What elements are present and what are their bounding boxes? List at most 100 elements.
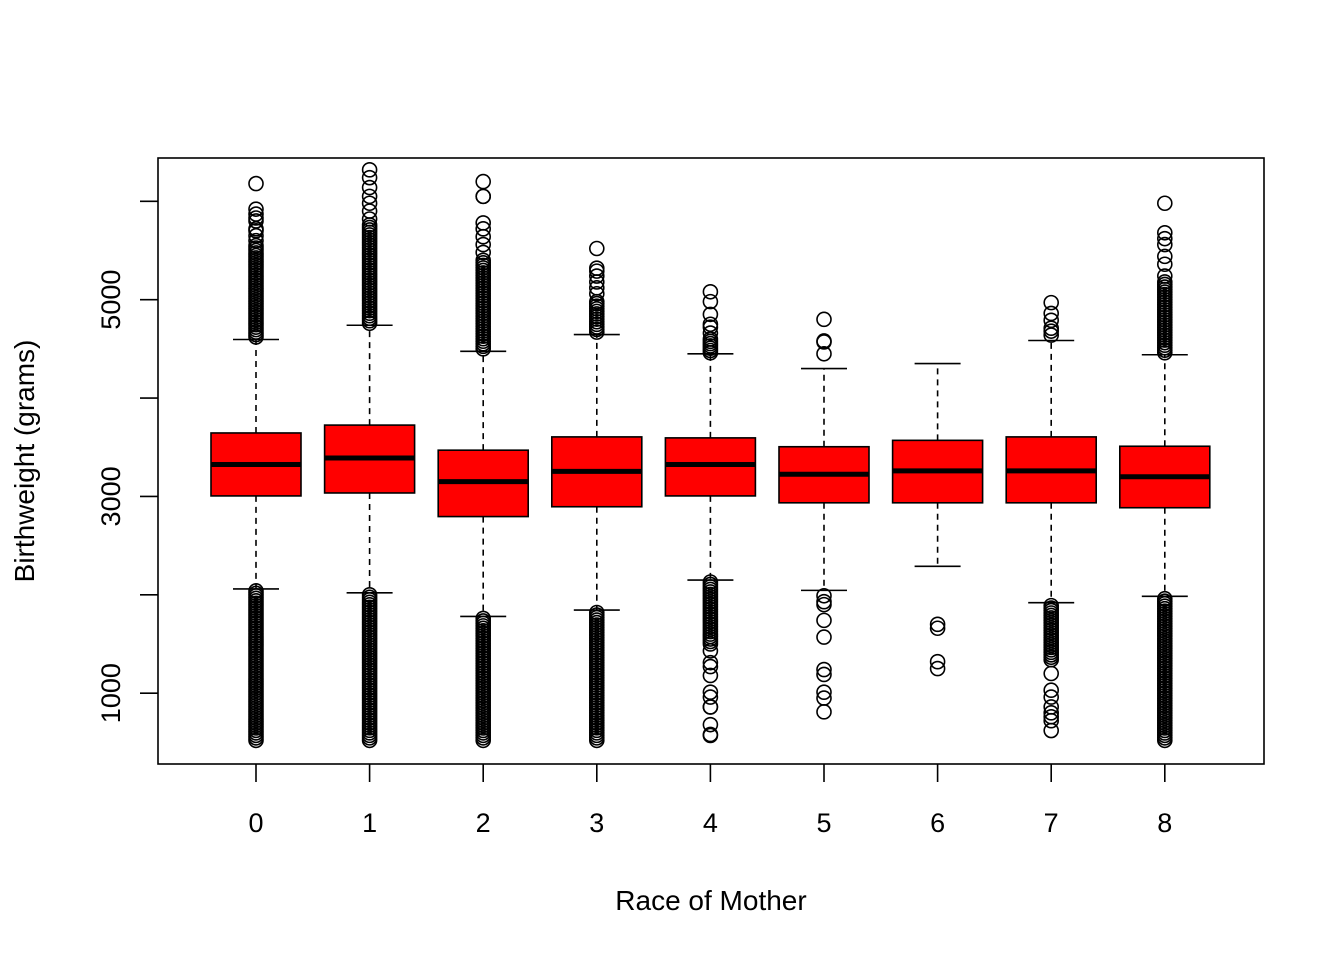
- outlier-point-5: [816, 704, 832, 720]
- x-tick-label-3: 3: [589, 808, 604, 838]
- outlier-point-7: [1043, 665, 1059, 682]
- outlier-point-5: [816, 629, 832, 645]
- outlier-point-3: [588, 268, 605, 284]
- outlier-point-4: [702, 316, 719, 333]
- outlier-point-4: [702, 643, 719, 659]
- outlier-point-5: [816, 666, 832, 683]
- outlier-point-5: [816, 684, 832, 700]
- outlier-point-2: [475, 244, 492, 261]
- outlier-point-3: [588, 280, 605, 296]
- box-group-1: [323, 162, 416, 749]
- x-tick-label-0: 0: [248, 808, 263, 838]
- outlier-point-6: [929, 616, 946, 633]
- outlier-point-5: [816, 661, 832, 678]
- outlier-high-1: [361, 315, 378, 332]
- outlier-point-8: [1157, 195, 1173, 212]
- outlier-point-2: [475, 215, 492, 231]
- box-group-2: [437, 173, 530, 749]
- outlier-point-5: [816, 311, 832, 328]
- x-axis: 0 1 2 3 4 5 6 7 8: [248, 764, 1172, 838]
- x-tick-label-1: 1: [362, 808, 377, 838]
- outlier-point-4: [702, 689, 719, 705]
- x-tick-label-8: 8: [1157, 808, 1172, 838]
- outlier-point-4: [702, 325, 719, 341]
- outlier-point-6: [929, 653, 946, 670]
- outlier-low-3: [588, 732, 605, 749]
- outlier-point-1: [361, 211, 378, 227]
- outlier-point-0: [248, 175, 264, 192]
- outlier-point-2: [475, 228, 492, 245]
- outlier-point-5: [816, 596, 832, 613]
- outlier-point-1: [361, 195, 378, 212]
- outlier-point-7: [1043, 722, 1059, 739]
- outlier-point-4: [702, 716, 719, 733]
- outlier-point-2: [475, 173, 492, 190]
- y-tick-label-1000: 1000: [96, 663, 126, 723]
- outlier-point-4: [702, 667, 719, 684]
- outlier-point-1: [361, 188, 378, 205]
- outlier-point-8: [1157, 224, 1173, 241]
- outlier-high-3: [588, 324, 605, 340]
- outlier-point-4: [702, 658, 719, 675]
- outlier-point-7: [1043, 294, 1059, 311]
- x-tick-label-6: 6: [930, 808, 945, 838]
- outlier-point-8: [1157, 248, 1173, 265]
- y-tick-label-5000: 5000: [96, 270, 126, 330]
- box-group-7: [1005, 294, 1098, 739]
- outlier-point-1: [361, 179, 378, 196]
- x-axis-title: Race of Mother: [615, 885, 806, 916]
- outlier-point-8: [1157, 236, 1173, 253]
- outlier-point-6: [929, 660, 946, 677]
- outlier-point-0: [248, 201, 264, 217]
- outlier-low-1: [361, 732, 378, 749]
- x-tick-label-2: 2: [476, 808, 491, 838]
- outlier-low-4: [702, 636, 719, 652]
- box-group-4: [664, 283, 757, 744]
- outlier-point-1: [361, 162, 378, 178]
- box-group-5: [778, 311, 870, 720]
- y-axis-title: Birthweight (grams): [9, 340, 40, 583]
- outlier-point-8: [1157, 256, 1173, 273]
- box-series: [210, 162, 1211, 749]
- outlier-point-5: [816, 345, 832, 362]
- outlier-point-7: [1043, 712, 1059, 729]
- y-axis: 1000 3000 5000: [96, 200, 158, 723]
- outlier-point-7: [1043, 689, 1059, 705]
- box-group-0: [210, 175, 302, 749]
- outlier-point-3: [588, 260, 605, 276]
- outlier-point-0: [248, 206, 264, 222]
- x-tick-label-5: 5: [816, 808, 831, 838]
- outlier-point-2: [475, 188, 492, 205]
- outlier-point-4: [702, 306, 719, 323]
- outlier-point-8: [1157, 230, 1173, 247]
- outlier-point-7: [1043, 305, 1059, 322]
- x-tick-label-7: 7: [1044, 808, 1059, 838]
- box-group-6: [891, 362, 984, 677]
- outlier-point-4: [702, 654, 719, 671]
- outlier-high-0: [248, 329, 264, 345]
- outlier-high-8: [1157, 344, 1173, 361]
- outlier-point-4: [702, 293, 719, 310]
- outlier-point-4: [702, 699, 719, 715]
- outlier-point-2: [475, 236, 492, 253]
- outlier-high-2: [475, 341, 492, 357]
- outlier-point-0: [248, 232, 264, 249]
- y-tick-label-3000: 3000: [96, 466, 126, 526]
- outlier-point-0: [248, 210, 264, 226]
- outlier-point-4: [702, 283, 719, 300]
- outlier-point-1: [361, 203, 378, 219]
- outlier-low-0: [248, 732, 264, 749]
- outlier-point-5: [816, 587, 832, 604]
- outlier-point-8: [1157, 268, 1173, 284]
- outlier-high-4: [702, 344, 719, 361]
- outlier-low-8: [1157, 732, 1173, 749]
- outlier-point-2: [475, 221, 492, 237]
- box-group-3: [550, 240, 643, 749]
- outlier-point-3: [588, 240, 605, 257]
- outlier-point-1: [361, 169, 378, 186]
- outlier-low-2: [475, 732, 492, 749]
- x-tick-label-4: 4: [703, 808, 718, 838]
- outlier-point-7: [1043, 682, 1059, 699]
- outlier-point-4: [702, 727, 719, 744]
